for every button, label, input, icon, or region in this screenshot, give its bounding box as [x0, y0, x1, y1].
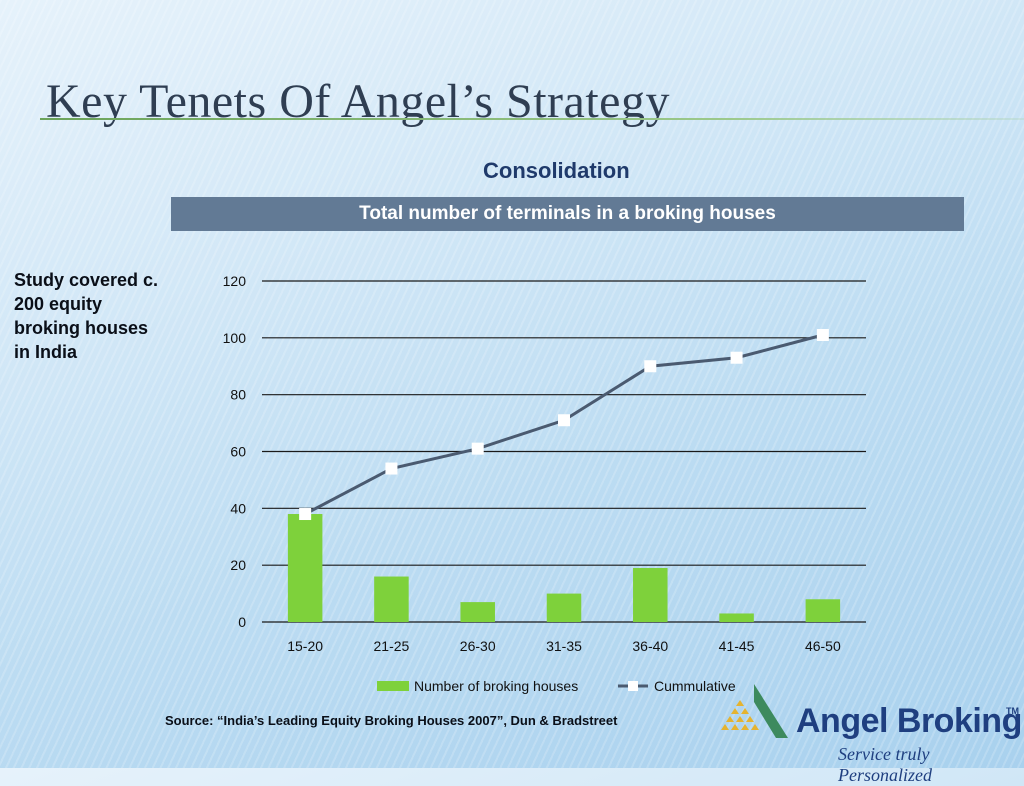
chart-banner: Total number of terminals in a broking h…	[171, 197, 964, 231]
y-tick-label-40: 40	[230, 500, 246, 516]
logo-tagline: Service truly Personalized	[838, 744, 932, 785]
legend-label-line: Cummulative	[654, 678, 736, 694]
x-tick-label-15-20: 15-20	[287, 638, 323, 654]
cumulative-marker-46-50	[816, 328, 829, 341]
bar-15-20	[287, 514, 323, 622]
bar-41-45	[719, 613, 754, 622]
bar-31-35	[546, 593, 582, 622]
bar-26-30	[460, 602, 495, 622]
logo-wordmark: Angel Broking	[796, 702, 1022, 740]
y-tick-label-60: 60	[230, 444, 246, 460]
bar-36-40	[633, 568, 668, 622]
y-tick-label-100: 100	[223, 330, 247, 346]
study-note: Study covered c. 200 equity broking hous…	[14, 270, 159, 362]
legend-swatch-bars	[377, 681, 409, 691]
cumulative-marker-36-40	[644, 360, 657, 373]
cumulative-marker-31-35	[558, 414, 570, 427]
source-citation: Source: “India’s Leading Equity Broking …	[165, 713, 618, 728]
legend-swatch-marker	[628, 681, 638, 691]
cumulative-marker-21-25	[385, 462, 398, 475]
background-texture	[0, 0, 1024, 768]
cumulative-marker-15-20	[299, 508, 312, 521]
x-tick-label-31-35: 31-35	[546, 638, 582, 654]
y-tick-label-20: 20	[230, 557, 246, 573]
bar-21-25	[374, 576, 409, 622]
logo-pyramid-icon	[721, 700, 759, 730]
y-tick-label-0: 0	[238, 614, 246, 630]
cumulative-marker-41-45	[730, 351, 743, 364]
legend-label-bars: Number of broking houses	[414, 678, 578, 694]
logo-trademark: TM	[1006, 706, 1019, 716]
slide-subtitle: Consolidation	[483, 158, 630, 183]
cumulative-marker-26-30	[471, 442, 484, 455]
x-tick-label-21-25: 21-25	[374, 638, 410, 654]
x-tick-label-26-30: 26-30	[460, 638, 496, 654]
x-tick-label-46-50: 46-50	[805, 638, 841, 654]
x-tick-label-36-40: 36-40	[632, 638, 668, 654]
y-tick-label-80: 80	[230, 387, 246, 403]
angel-broking-logo	[721, 684, 788, 738]
title-underline	[40, 118, 1024, 120]
terminals-chart: 0 20 40 60 80 100 120 15-20 21-25 26-30 31-35 36-40…	[223, 273, 866, 694]
x-tick-label-41-45: 41-45	[719, 638, 755, 654]
logo-wing-shape	[754, 684, 788, 738]
y-tick-label-120: 120	[223, 273, 247, 289]
bar-46-50	[805, 599, 841, 622]
